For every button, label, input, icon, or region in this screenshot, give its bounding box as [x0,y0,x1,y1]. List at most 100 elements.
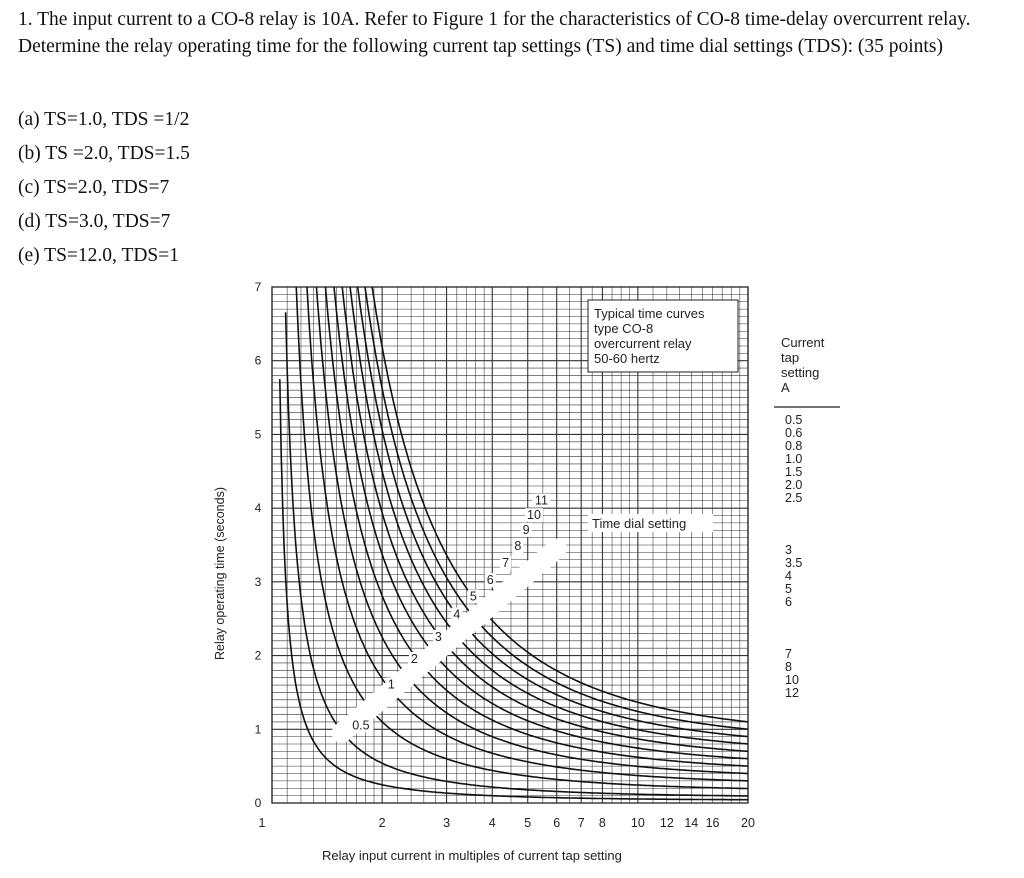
x-tick-label: 4 [489,816,496,830]
x-tick-label: 2 [379,816,386,830]
x-tick-label: 16 [706,816,720,830]
time-curve-dial-7 [341,287,748,753]
info-box-line-2: type CO-8 [594,321,653,336]
time-curve-dial-8 [349,287,748,745]
tap-header-3: setting [781,365,819,380]
tap-value: 1.0 [785,452,802,466]
y-tick-label: 1 [255,722,262,736]
dial-title: Time dial setting [592,516,686,531]
dial-label-band [331,538,567,743]
tap-header-2: tap [781,350,799,365]
dial-label-4: 4 [453,608,460,622]
tap-value: 0.8 [785,439,802,453]
x-tick-label: 3 [443,816,450,830]
y-tick-label: 0 [255,796,262,810]
tap-value: 2.0 [785,478,802,492]
plot-border [271,286,749,804]
tap-value: 12 [785,686,799,700]
dial-label-1: 1 [388,678,395,692]
dial-label-bg [484,573,496,588]
dial-label-bg [348,718,374,733]
time-curves [279,287,748,801]
figure-1: 0 1 2 3 4 5 6 7 1 2 3 4 5 6 7 8 10 12 14 16 20 Typical time … [0,270,1024,878]
time-curve-dial-4 [315,287,748,775]
dial-label-9: 9 [523,523,530,537]
info-box-line-1: Typical time curves [594,306,705,321]
part-b: (b) TS =2.0, TDS=1.5 [18,143,190,164]
dial-label-10: 10 [527,508,541,522]
x-tick-label: 1 [259,816,266,830]
tap-value: 0.6 [785,426,802,440]
x-tick-label: 14 [684,816,698,830]
dial-label-0-5: 0.5 [352,718,369,732]
tap-value: 0.5 [785,413,802,427]
dial-label-bg [512,539,524,554]
question-parts: (a) TS=1.0, TDS =1/2 (b) TS =2.0, TDS=1.… [18,103,190,273]
tap-value: 6 [785,595,792,609]
y-axis-label: Relay operating time (seconds) [213,487,227,660]
time-curve-dial-9 [356,287,748,738]
x-tick-label: 7 [578,816,585,830]
dial-label-11: 11 [535,493,548,507]
y-tick-label: 4 [255,501,262,515]
y-tick-label: 7 [255,280,262,294]
dial-label-7: 7 [502,556,509,570]
dial-label-bg [408,651,420,666]
info-box-line-4: 50-60 hertz [594,351,660,366]
x-tick-label: 5 [524,816,531,830]
dial-label-8: 8 [514,539,521,553]
y-tick-label: 6 [255,354,262,368]
info-box [587,299,739,373]
dial-label-bg [500,556,512,571]
time-curve-dial-0-5 [279,379,748,801]
dial-label-bg [432,629,444,644]
tap-value: 7 [785,647,792,661]
dial-label-bg [524,508,543,523]
y-tick-label: 5 [255,427,262,441]
dial-label-3: 3 [435,630,442,644]
time-curve-dial-5 [324,287,748,767]
dial-label-bg [385,677,397,692]
tap-header-1: Current [781,335,825,350]
dial-title-bg [588,514,713,532]
x-tick-label: 6 [553,816,560,830]
y-tick-label: 2 [255,649,262,663]
dial-label-bg [532,493,551,508]
tap-value: 8 [785,660,792,674]
tap-value: 5 [785,582,792,596]
part-c: (c) TS=2.0, TDS=7 [18,177,170,198]
dial-label-bg [520,522,532,537]
info-box-line-3: overcurrent relay [594,336,692,351]
dial-label-bg [467,589,479,604]
part-d: (d) TS=3.0, TDS=7 [18,211,171,232]
dial-label-5: 5 [470,589,477,603]
time-curve-dial-11 [371,287,748,723]
tap-header-4: A [781,380,790,395]
time-curve-dial-6 [333,287,748,760]
question-block: 1. The input current to a CO-8 relay is … [18,6,1013,60]
tap-value: 10 [785,673,799,687]
dial-label-bg [451,607,463,622]
dial-label-2: 2 [411,652,418,666]
y-tick-label: 3 [255,575,262,589]
part-a: (a) TS=1.0, TDS =1/2 [18,109,190,130]
tap-value: 4 [785,569,792,583]
x-tick-label: 10 [631,816,645,830]
x-tick-label: 20 [741,816,755,830]
x-tick-label: 8 [599,816,606,830]
x-axis-label: Relay input current in multiples of curr… [322,848,622,863]
time-curve-dial-10 [364,287,748,730]
tap-value: 1.5 [785,465,802,479]
tap-value: 3 [785,543,792,557]
time-curve-dial-1 [284,312,748,797]
tap-value: 3.5 [785,556,802,570]
dial-label-6: 6 [487,573,494,587]
time-curve-dial-3 [306,287,748,782]
question-text: 1. The input current to a CO-8 relay is … [18,9,971,57]
tap-value: 2.5 [785,491,802,505]
x-tick-label: 12 [660,816,674,830]
